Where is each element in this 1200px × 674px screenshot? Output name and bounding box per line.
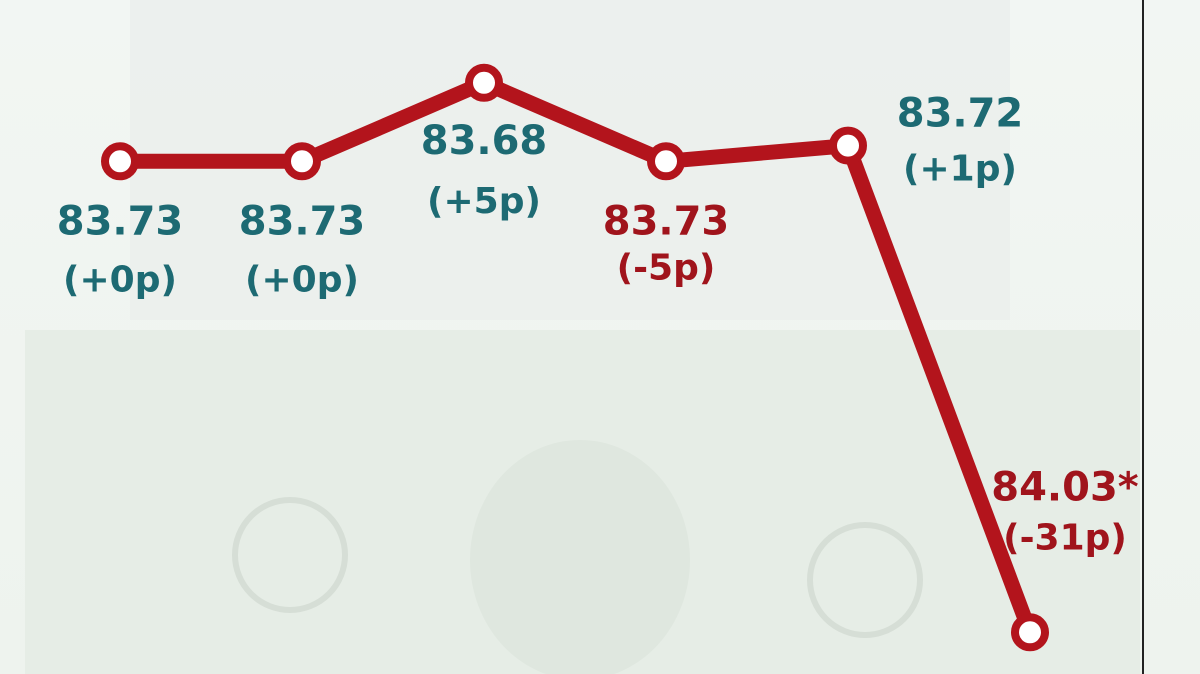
- value-label: 83.73: [239, 198, 366, 244]
- change-label: (-31p): [1003, 517, 1127, 558]
- portrait: [470, 440, 690, 674]
- value-label: 83.68: [421, 118, 548, 164]
- value-label: 84.03*: [991, 464, 1139, 510]
- line: [120, 75, 1038, 635]
- value-label: 83.73: [57, 198, 184, 244]
- change-label: (+0p): [245, 259, 359, 300]
- change-label: (+0p): [63, 259, 177, 300]
- point: [829, 126, 867, 165]
- change-label: (+5p): [427, 181, 541, 222]
- point: [647, 142, 685, 181]
- point: [283, 142, 321, 181]
- seal: [232, 497, 348, 613]
- point: [101, 142, 139, 181]
- seal: [807, 522, 923, 638]
- value-label: 83.72: [897, 91, 1024, 137]
- change-label: (+1p): [903, 149, 1017, 190]
- value-label: 83.73: [603, 198, 730, 244]
- point: [465, 63, 503, 102]
- point: [1011, 613, 1049, 652]
- change-label: (-5p): [617, 247, 716, 288]
